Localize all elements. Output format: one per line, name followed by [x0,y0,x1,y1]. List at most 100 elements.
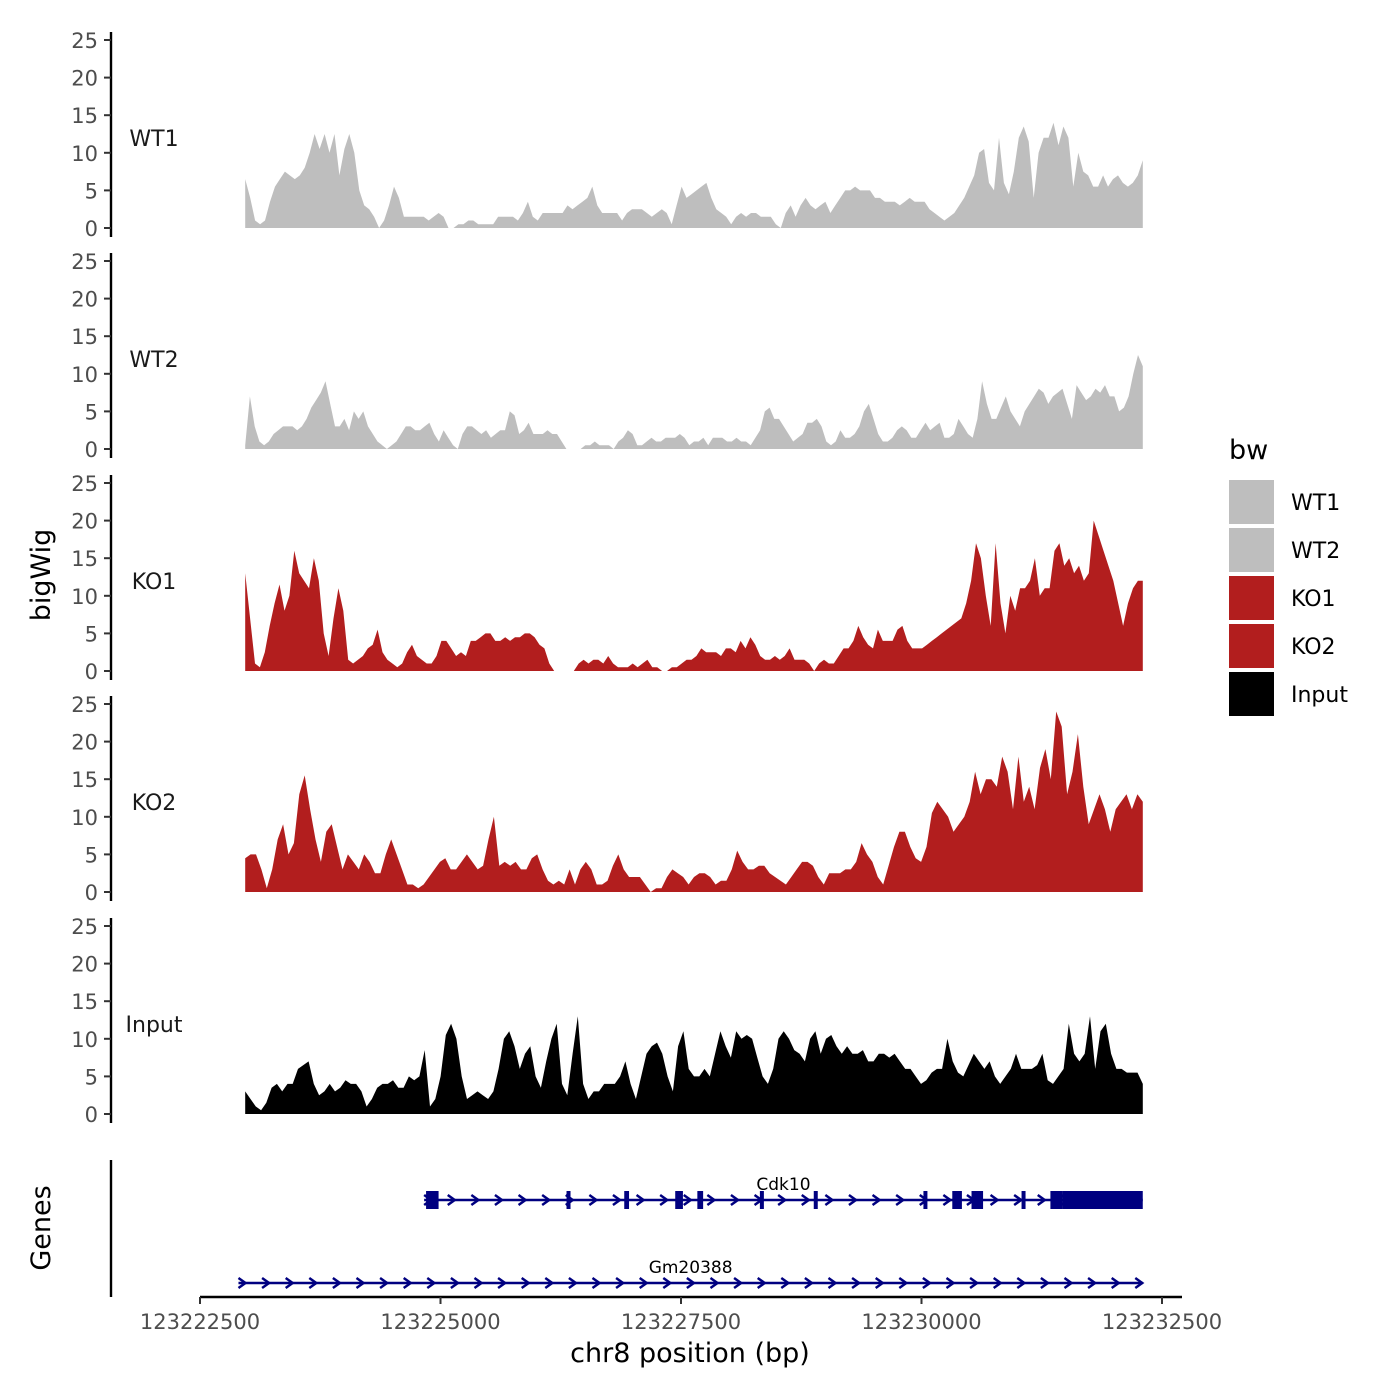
strand-arrow [470,1193,481,1207]
legend-key-ko2 [1229,624,1274,668]
y-tick-label: 0 [85,438,98,462]
exon-block [1050,1191,1063,1209]
strand-arrow [308,1276,319,1290]
strand-arrow [683,1193,693,1207]
track-wt2: 0 5 10 15 20 25 WT2 [71,250,1143,462]
exon-block [697,1191,704,1209]
x-tick-label: 123227500 [621,1310,741,1334]
gene-label: Gm20388 [649,1258,733,1278]
strand-arrow [969,1276,980,1290]
y-tick-label: 5 [85,843,98,867]
exon-block [1062,1191,1143,1209]
y-tick-label: 0 [85,881,98,905]
exon-block [1021,1191,1026,1209]
strand-arrow [1013,1193,1024,1207]
strand-arrow [1063,1276,1074,1290]
y-tick-label: 5 [85,1065,98,1089]
strand-arrow [777,1193,788,1207]
gene-cdk10: Cdk10 [423,1175,1143,1209]
strand-arrow [706,1193,717,1207]
gene-label: Cdk10 [756,1175,810,1195]
track-wt1: 0 5 10 15 20 25 WT1 [71,29,1143,241]
panel-label-wt2: WT2 [129,348,178,373]
strand-arrow [895,1193,906,1207]
strand-arrow [355,1276,366,1290]
strand-arrow [615,1276,626,1290]
y-axis-title: bigWig [26,529,57,622]
y-tick-label: 0 [85,217,98,241]
coverage-area-wt1 [245,122,1143,228]
legend-key-ko1 [1229,576,1274,620]
strand-arrow [541,1193,552,1207]
strand-arrow [824,1193,835,1207]
strand-arrow [992,1276,1003,1290]
legend-label-wt2: WT2 [1291,539,1340,564]
y-tick-label: 25 [71,915,98,939]
strand-arrow [568,1276,579,1290]
y-tick-label: 0 [85,660,98,684]
strand-arrow [450,1276,461,1290]
y-tick-label: 25 [71,29,98,53]
track-input: 0 5 10 15 20 25 Input [71,915,1143,1127]
strand-arrow [1040,1276,1051,1290]
genes-axis-title: Genes [26,1185,57,1270]
x-tick-label: 123232500 [1102,1310,1222,1334]
strand-arrow [612,1193,623,1207]
y-tick-label: 5 [85,622,98,646]
strand-arrow [1087,1276,1098,1290]
y-tick-label: 15 [71,990,98,1014]
y-tick-label: 10 [71,142,98,166]
strand-arrow [520,1276,531,1290]
strand-arrow [332,1276,343,1290]
panel-label-ko1: KO1 [132,570,177,595]
legend-label-ko2: KO2 [1291,635,1336,660]
strand-arrow [922,1276,933,1290]
legend-label-wt1: WT1 [1291,491,1340,516]
panel-label-input: Input [126,1013,183,1038]
strand-arrow [517,1193,528,1207]
legend-key-wt1 [1229,480,1274,524]
strand-arrow [1016,1276,1027,1290]
y-tick-label: 25 [71,693,98,717]
strand-arrow [801,1193,811,1207]
track-ko1: 0 5 10 15 20 25 KO1 [71,472,1143,684]
exon-block [923,1191,928,1209]
exon-block [971,1191,984,1209]
y-tick-label: 15 [71,325,98,349]
coverage-area-ko2 [245,711,1143,892]
strand-arrow [686,1276,697,1290]
y-tick-label: 10 [71,806,98,830]
strand-arrow [638,1276,649,1290]
strand-arrow [662,1276,673,1290]
legend-key-wt2 [1229,528,1274,572]
exon-block [813,1191,818,1209]
legend-title: bw [1229,435,1268,466]
y-tick-label: 0 [85,1103,98,1127]
x-tick-label: 123222500 [140,1310,260,1334]
legend-label-ko1: KO1 [1291,587,1336,612]
strand-arrow [851,1276,862,1290]
strand-arrow [237,1276,248,1290]
y-tick-label: 10 [71,585,98,609]
legend-label-input: Input [1291,683,1348,708]
strand-arrow [588,1193,599,1207]
exon-block [624,1191,630,1209]
strand-arrow [1037,1193,1047,1207]
legend-key-input [1229,672,1274,716]
strand-arrow [848,1193,859,1207]
strand-arrow [730,1193,741,1207]
strand-arrow [756,1276,767,1290]
y-tick-label: 15 [71,768,98,792]
y-tick-label: 20 [71,731,98,755]
strand-arrow [591,1276,602,1290]
strand-arrow [284,1276,295,1290]
strand-arrow [1134,1276,1145,1290]
exon-block [566,1191,571,1209]
y-tick-label: 10 [71,363,98,387]
strand-arrow [709,1276,720,1290]
y-tick-label: 15 [71,547,98,571]
strand-arrow [989,1193,1000,1207]
strand-arrow [827,1276,838,1290]
exon-block [952,1191,962,1209]
y-tick-label: 20 [71,510,98,534]
